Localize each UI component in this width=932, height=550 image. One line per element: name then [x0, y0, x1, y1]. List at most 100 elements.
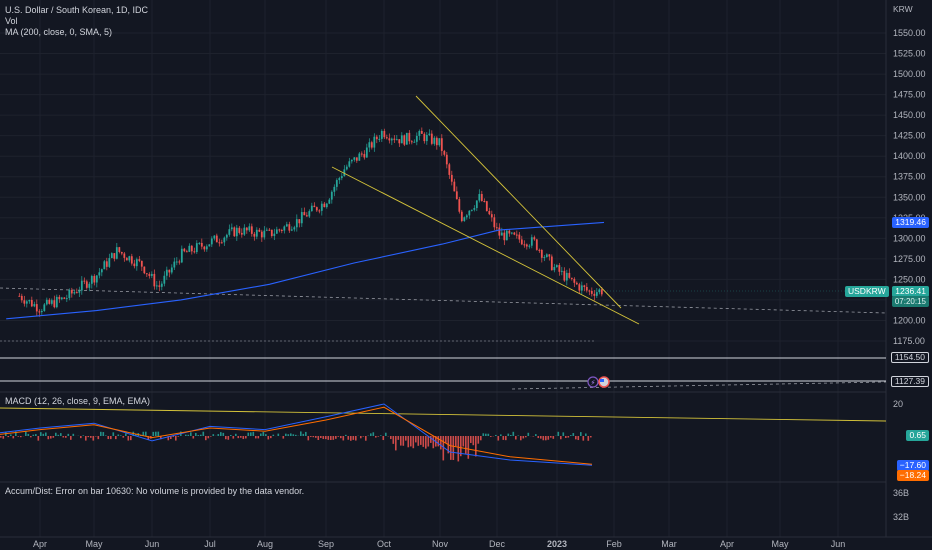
- macd-histogram-bar: [395, 436, 397, 451]
- macd-histogram-bar: [225, 436, 227, 440]
- macd-histogram-bar: [210, 436, 212, 437]
- macd-histogram-bar: [385, 432, 387, 436]
- candle-body: [533, 237, 536, 240]
- candle-body: [303, 212, 306, 216]
- time-tick-label: 2023: [547, 539, 567, 549]
- lightning-event-icon[interactable]: [587, 376, 599, 388]
- candle-body: [453, 181, 456, 192]
- candle-body: [493, 217, 496, 228]
- candle-body: [83, 280, 86, 282]
- candle-body: [210, 238, 213, 245]
- event-markers[interactable]: ⚡: [587, 376, 610, 388]
- macd-histogram-bar: [552, 436, 555, 439]
- candle-body: [293, 227, 296, 230]
- candle-body: [598, 289, 601, 293]
- macd-histogram-bar: [120, 435, 122, 436]
- macd-histogram-bar: [302, 433, 305, 436]
- price-tick-label: 1275.00: [893, 254, 926, 264]
- macd-histogram-bar: [170, 436, 172, 440]
- price-tick-label: 1450.00: [893, 110, 926, 120]
- macd-histogram-bar: [562, 432, 565, 436]
- symbol-tag[interactable]: USDKRW: [845, 286, 889, 297]
- candle-body: [368, 142, 371, 148]
- macd-histogram-bar: [457, 436, 460, 462]
- macd-histogram-bar: [0, 436, 2, 438]
- macd-histogram-bar: [460, 436, 462, 457]
- macd-histogram-bar: [52, 436, 55, 438]
- macd-histogram-bar: [185, 434, 187, 436]
- accum-axis-tick-32b: 32B: [893, 512, 910, 522]
- candle-body: [73, 292, 76, 294]
- wedge-lower-trendline[interactable]: [331, 166, 640, 325]
- candle-body: [223, 237, 226, 243]
- dashed-support-line[interactable]: [0, 287, 887, 314]
- candle-body: [575, 282, 578, 285]
- candle-body: [175, 261, 178, 263]
- candle-body: [515, 234, 518, 236]
- macd-histogram-bar: [430, 436, 432, 443]
- macd-histogram-bar: [557, 431, 560, 436]
- candle-body: [25, 301, 28, 304]
- macd-histogram-bar: [242, 436, 245, 440]
- candle-body: [260, 231, 263, 238]
- candle-body: [485, 201, 488, 212]
- candle-body: [595, 292, 598, 296]
- macd-histogram-bar: [467, 436, 470, 459]
- candle-body: [495, 227, 498, 229]
- macd-histogram-bar: [17, 436, 20, 437]
- wedge-upper-trendline[interactable]: [415, 95, 622, 309]
- macd-histogram-bar: [247, 432, 250, 436]
- last-price-tag: 1236.41: [892, 286, 929, 297]
- ma-200-line[interactable]: [6, 221, 605, 320]
- macd-histogram-bar: [535, 434, 537, 436]
- macd-histogram-bar: [372, 432, 375, 436]
- macd-histogram-bar: [200, 434, 202, 436]
- macd-histogram-bar: [122, 436, 125, 438]
- macd-histogram-bar: [240, 436, 242, 438]
- macd-histogram-bar: [172, 436, 175, 437]
- macd-histogram-bar: [115, 436, 117, 440]
- macd-histogram-bar: [392, 436, 395, 444]
- time-tick-label: Dec: [489, 539, 506, 549]
- candle-body: [520, 239, 523, 245]
- candle-body: [573, 278, 576, 283]
- macd-histogram-bar: [235, 433, 237, 436]
- candle-body: [178, 261, 181, 263]
- macd-histogram-bar: [70, 436, 72, 440]
- price-tick-label: 1525.00: [893, 49, 926, 59]
- macd-histogram-bar: [370, 433, 372, 436]
- candle-body: [438, 138, 441, 146]
- macd-histogram-bar: [327, 436, 330, 440]
- candle-body: [385, 137, 388, 139]
- candle-body: [310, 205, 313, 212]
- macd-histogram-bar: [192, 436, 195, 439]
- macd-histogram-bar: [332, 436, 335, 440]
- candle-body: [33, 304, 36, 307]
- macd-histogram-bar: [102, 432, 105, 436]
- symbol-title: U.S. Dollar / South Korean, 1D, IDC: [5, 5, 149, 15]
- candle-body: [88, 283, 91, 288]
- macd-histogram-bar: [157, 431, 160, 436]
- candle-body: [463, 217, 466, 222]
- macd-histogram-bar: [412, 436, 415, 449]
- macd-histogram-bar: [230, 434, 232, 436]
- macd-histogram-bar: [437, 436, 440, 447]
- macd-histogram-bar: [402, 436, 405, 446]
- candle-body: [318, 210, 321, 212]
- macd-histogram-bar: [485, 433, 487, 436]
- macd-histogram-bar: [257, 436, 260, 439]
- candle-body: [550, 256, 553, 271]
- candle-body: [240, 232, 243, 235]
- macd-histogram-bar: [207, 436, 210, 439]
- macd-histogram-bar: [220, 432, 222, 436]
- macd-trendline[interactable]: [0, 407, 887, 422]
- macd-histogram-bar: [580, 432, 582, 436]
- macd-histogram-bar: [112, 432, 115, 436]
- candle-body: [340, 176, 343, 179]
- candle-body: [348, 161, 351, 167]
- macd-histogram-bar: [487, 433, 490, 436]
- macd-histogram-bar: [452, 436, 455, 461]
- candle-body: [528, 245, 531, 247]
- macd-histogram-bar: [160, 436, 162, 440]
